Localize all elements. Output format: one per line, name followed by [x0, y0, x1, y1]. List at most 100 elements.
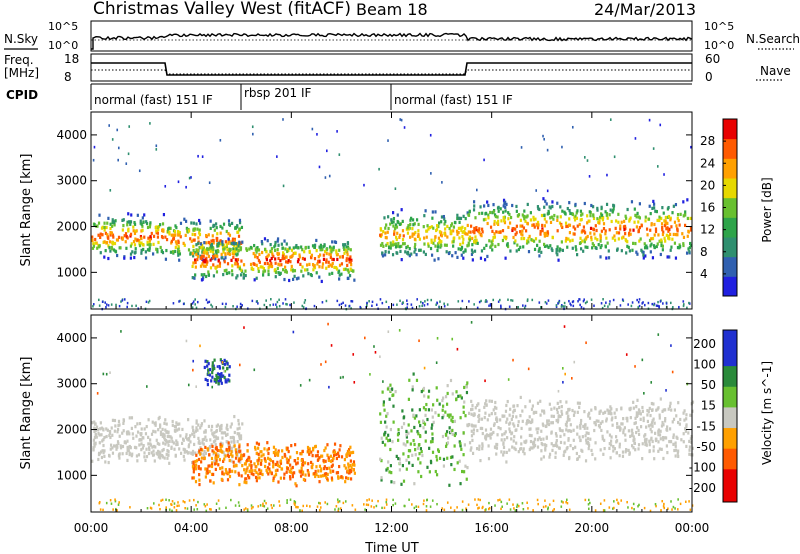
- scatter-cell: [674, 256, 678, 260]
- scatter-cell: [484, 402, 487, 406]
- scatter-cell: [252, 267, 255, 272]
- scatter-cell: [689, 437, 693, 441]
- scatter-cell: [307, 245, 310, 249]
- scatter-cell: [194, 463, 198, 467]
- scatter-cell: [170, 239, 173, 243]
- scatter-cell: [675, 435, 678, 439]
- scatter-cell: [540, 457, 543, 461]
- scatter-cell: [474, 406, 477, 410]
- scatter-cell: [665, 221, 668, 225]
- scatter-cell: [388, 438, 391, 442]
- scatter-cell: [556, 218, 559, 222]
- scatter-cell: [556, 420, 560, 424]
- noise-cell: [383, 506, 386, 510]
- scatter-cell: [645, 441, 648, 445]
- scatter-cell: [179, 434, 182, 438]
- scatter-cell: [599, 234, 602, 238]
- noise-cell: [638, 503, 640, 507]
- scatter-cell: [639, 412, 642, 416]
- scatter-cell: [192, 228, 195, 232]
- y-tick-label: 3000: [56, 377, 87, 391]
- scatter-cell: [238, 434, 241, 438]
- scatter-cell: [665, 444, 668, 448]
- scatter-cell: [313, 472, 316, 476]
- scatter-cell: [563, 450, 566, 454]
- scatter-cell: [540, 441, 543, 446]
- scatter-cell: [423, 236, 426, 240]
- scatter-cell: [665, 233, 668, 237]
- scatter-cell: [626, 244, 629, 248]
- scatter-cell: [291, 475, 294, 479]
- scatter-cell: [145, 455, 149, 459]
- scatter-cell: [466, 232, 469, 236]
- scatter-cell: [503, 219, 506, 223]
- scatter-cell: [225, 380, 228, 384]
- scatter-cell: [187, 418, 190, 422]
- scatter-cell: [613, 238, 617, 242]
- scatter-cell: [470, 407, 473, 412]
- scatter-cell: [661, 248, 664, 252]
- noise-cell: [562, 367, 564, 370]
- noise-cell: [443, 508, 446, 511]
- noise-cell: [682, 300, 685, 303]
- scatter-cell: [495, 446, 499, 450]
- scatter-cell: [171, 419, 174, 424]
- scatter-cell: [475, 238, 478, 242]
- scatter-cell: [215, 373, 218, 378]
- scatter-cell: [478, 413, 481, 418]
- scatter-cell: [206, 471, 209, 475]
- scatter-cell: [461, 230, 464, 234]
- scatter-cell: [451, 428, 454, 433]
- scatter-cell: [219, 445, 222, 449]
- scatter-cell: [636, 252, 639, 256]
- colorbar-swatch: [723, 158, 737, 179]
- scatter-cell: [442, 464, 446, 468]
- noise-cell: [679, 502, 682, 506]
- scatter-cell: [136, 422, 139, 426]
- scatter-cell: [664, 219, 667, 223]
- scatter-cell: [215, 270, 219, 274]
- scatter-cell: [392, 240, 395, 244]
- scatter-cell: [136, 459, 139, 463]
- scatter-cell: [111, 218, 114, 222]
- scatter-cell: [289, 463, 292, 467]
- scatter-cell: [532, 218, 535, 222]
- scatter-cell: [531, 418, 534, 422]
- scatter-cell: [199, 452, 202, 456]
- noise-cell: [651, 302, 654, 306]
- scatter-cell: [226, 478, 230, 482]
- scatter-cell: [335, 456, 339, 461]
- scatter-cell: [206, 252, 209, 256]
- scatter-cell: [232, 250, 235, 254]
- noise-cell: [456, 506, 458, 509]
- scatter-cell: [330, 246, 333, 250]
- scatter-cell: [384, 253, 387, 257]
- scatter-cell: [198, 232, 202, 237]
- scatter-cell: [217, 250, 220, 254]
- colorbar-swatch: [723, 428, 737, 450]
- noise-cell: [552, 509, 554, 513]
- scatter-cell: [657, 440, 660, 444]
- noise-cell: [188, 499, 191, 502]
- noise-cell: [185, 339, 188, 343]
- scatter-cell: [324, 446, 327, 450]
- noise-cell: [371, 300, 374, 304]
- scatter-cell: [648, 204, 651, 208]
- scatter-cell: [175, 242, 178, 246]
- scatter-cell: [393, 242, 396, 246]
- scatter-cell: [223, 431, 227, 435]
- scatter-cell: [397, 428, 400, 432]
- scatter-cell: [123, 234, 126, 238]
- scatter-cell: [198, 231, 201, 235]
- scatter-cell: [109, 226, 112, 231]
- noise-cell: [182, 302, 185, 306]
- noise-cell: [443, 305, 446, 308]
- scatter-cell: [508, 221, 512, 225]
- noise-cell: [112, 508, 114, 511]
- scatter-cell: [225, 229, 228, 234]
- noise-cell: [690, 145, 692, 149]
- scatter-cell: [424, 209, 427, 213]
- noise-cell: [588, 175, 591, 178]
- scatter-cell: [279, 271, 282, 275]
- noise-cell: [108, 124, 110, 127]
